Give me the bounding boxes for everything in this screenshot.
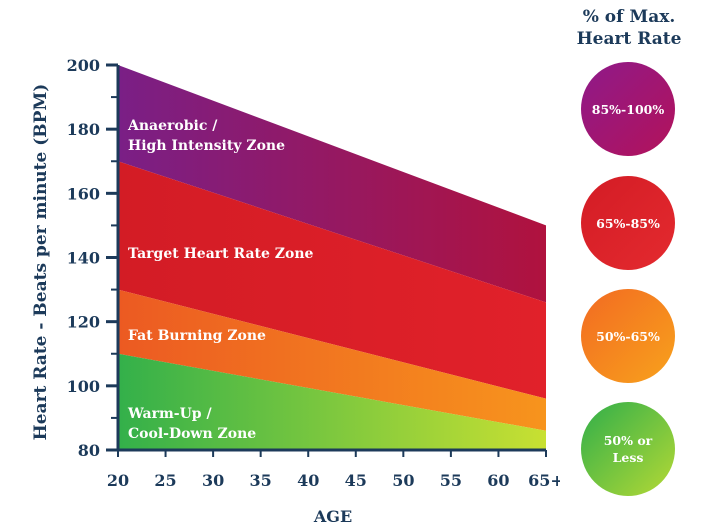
legend-circle-label: 50% or Less	[603, 433, 653, 465]
y-tick-label: 180	[67, 120, 100, 139]
axes: 80 100 120 140 160 180 200 20 25 30 35 40 45 50 55 60 65…	[67, 56, 560, 490]
zone-band-target	[118, 161, 546, 399]
zone-label-warm-up: Warm-Up / Cool-Down Zone	[127, 406, 256, 442]
y-tick-label: 80	[78, 441, 100, 460]
legend-circle-anaerobic: 85%-100%	[581, 62, 675, 156]
y-tick-label: 200	[67, 56, 100, 75]
legend-circle-label: 65%-85%	[596, 215, 660, 231]
zone-bands	[118, 65, 546, 450]
y-tick-label: 160	[67, 184, 100, 203]
x-axis-label: AGE	[313, 507, 352, 526]
zone-label-fat-burning: Fat Burning Zone	[128, 328, 266, 344]
x-tick-label: 45	[345, 471, 367, 490]
legend-title-line2: Heart Rate	[576, 29, 682, 49]
zone-band-fat-burning	[118, 289, 546, 431]
legend-circle-fat-burning: 50%-65%	[581, 289, 675, 383]
y-tick-label: 140	[67, 249, 100, 268]
x-tick-label: 50	[392, 471, 414, 490]
y-tick-label: 100	[67, 377, 100, 396]
legend-circle-target: 65%-85%	[581, 176, 675, 270]
x-tick-label: 25	[154, 471, 176, 490]
y-tick-label: 120	[67, 313, 100, 332]
x-tick-label: 35	[250, 471, 272, 490]
y-axis-label: Heart Rate - Beats per minute (BPM)	[31, 84, 51, 441]
x-tick-label: 40	[297, 471, 319, 490]
x-tick-label: 60	[487, 471, 509, 490]
x-tick-label: 30	[202, 471, 224, 490]
x-tick-label: 65+	[528, 471, 560, 490]
x-tick-label: 20	[107, 471, 129, 490]
heart-rate-zone-chart: Anaerobic / High Intensity Zone Target Hea…	[31, 56, 560, 526]
x-tick-label: 55	[440, 471, 462, 490]
zone-label-anaerobic: Anaerobic / High Intensity Zone	[127, 118, 285, 154]
zone-label-target: Target Heart Rate Zone	[128, 246, 313, 262]
legend-circle-label: 85%-100%	[591, 101, 665, 117]
zone-band-warm-up	[118, 353, 546, 450]
legend-circle-warm-up: 50% or Less	[581, 402, 675, 496]
legend-title: % of Max. Heart Rate	[562, 6, 696, 50]
zone-band-anaerobic	[118, 65, 546, 303]
legend-circle-label: 50%-65%	[596, 328, 660, 344]
legend-title-line1: % of Max.	[582, 7, 676, 27]
zone-labels: Anaerobic / High Intensity Zone Target Hea…	[127, 118, 313, 442]
